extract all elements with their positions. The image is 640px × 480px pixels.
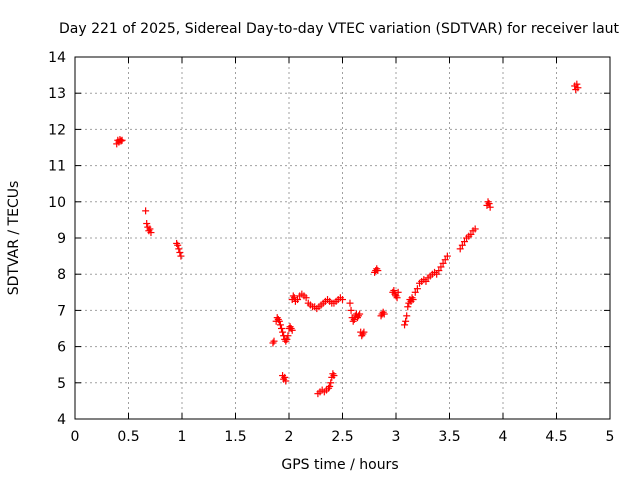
x-tick-label: 2 [285, 429, 294, 445]
data-point [174, 241, 182, 249]
y-tick-label: 4 [57, 412, 66, 428]
y-tick-label: 5 [57, 376, 66, 392]
data-point [409, 296, 417, 304]
data-point [486, 203, 494, 211]
data-point [403, 312, 411, 320]
data-point [275, 317, 283, 325]
data-point [471, 225, 479, 233]
y-axis-label: SDTVAR / TECUs [6, 181, 22, 296]
data-point [404, 303, 412, 311]
data-point [143, 220, 151, 228]
y-tick-label: 11 [48, 159, 66, 175]
data-point [356, 310, 364, 318]
data-point [443, 252, 451, 260]
y-tick-label: 10 [48, 195, 66, 211]
data-point [270, 337, 278, 345]
x-tick-label: 0 [71, 429, 80, 445]
data-points [113, 80, 582, 398]
data-point [326, 382, 334, 390]
x-tick-label: 3.5 [438, 429, 460, 445]
data-point [269, 339, 277, 347]
data-point [394, 288, 402, 296]
data-point [441, 256, 449, 264]
x-tick-label: 5 [606, 429, 615, 445]
x-tick-label: 2.5 [331, 429, 353, 445]
data-point [281, 373, 289, 381]
data-point [302, 294, 310, 302]
data-point [374, 267, 382, 275]
data-point [118, 136, 126, 144]
data-point [380, 310, 388, 318]
data-point [413, 285, 421, 293]
x-tick-label: 1.5 [224, 429, 246, 445]
data-point [422, 277, 430, 285]
data-point [573, 80, 581, 88]
data-point [339, 296, 346, 304]
grid-lines [75, 57, 610, 419]
data-point [147, 229, 155, 237]
axis-ticks [74, 56, 611, 420]
data-point [327, 379, 335, 387]
data-point [279, 328, 287, 336]
data-point [284, 332, 292, 340]
data-point [401, 321, 409, 329]
data-point [117, 137, 125, 145]
data-point [485, 200, 493, 208]
data-point [574, 84, 582, 92]
data-point [437, 263, 445, 271]
data-point [360, 328, 368, 336]
data-point [346, 299, 354, 307]
y-tick-label: 6 [57, 340, 66, 356]
data-point [467, 230, 475, 238]
y-tick-label: 9 [57, 231, 66, 247]
data-point [146, 225, 154, 233]
x-tick-label: 3 [392, 429, 401, 445]
data-point [288, 326, 296, 334]
data-point [458, 241, 466, 249]
y-tick-label: 13 [48, 86, 66, 102]
data-point [390, 286, 398, 294]
data-point [439, 259, 447, 267]
y-tick-label: 7 [57, 303, 66, 319]
y-tick-label: 8 [57, 267, 66, 283]
data-point [294, 296, 302, 304]
x-tick-label: 4 [499, 429, 508, 445]
x-tick-label: 0.5 [117, 429, 139, 445]
data-point [460, 238, 468, 246]
data-point [276, 321, 284, 329]
data-point [278, 325, 286, 332]
data-point [176, 248, 184, 256]
data-point [347, 306, 355, 314]
x-tick-label: 4.5 [545, 429, 567, 445]
chart-title: Day 221 of 2025, Sidereal Day-to-day VTE… [59, 21, 620, 37]
data-point [435, 267, 443, 275]
x-tick-label: 1 [178, 429, 187, 445]
data-point [142, 207, 150, 215]
data-point [175, 245, 183, 253]
data-point [282, 377, 290, 385]
data-point [411, 288, 419, 296]
data-point [329, 370, 337, 378]
data-point [283, 335, 291, 343]
data-point [402, 317, 410, 325]
tick-labels: 0 0.5 1 1.5 2 2.5 3 3.5 4 4.5 5 4 5 6 7 8 9 10 11 12 13 14 [48, 50, 614, 445]
y-tick-label: 12 [48, 122, 66, 138]
x-axis-label: GPS time / hours [281, 457, 398, 473]
data-point [456, 245, 464, 253]
data-point [330, 372, 338, 380]
data-point [393, 294, 401, 302]
data-point [177, 252, 185, 260]
data-point [433, 270, 441, 278]
y-tick-label: 14 [48, 50, 66, 66]
